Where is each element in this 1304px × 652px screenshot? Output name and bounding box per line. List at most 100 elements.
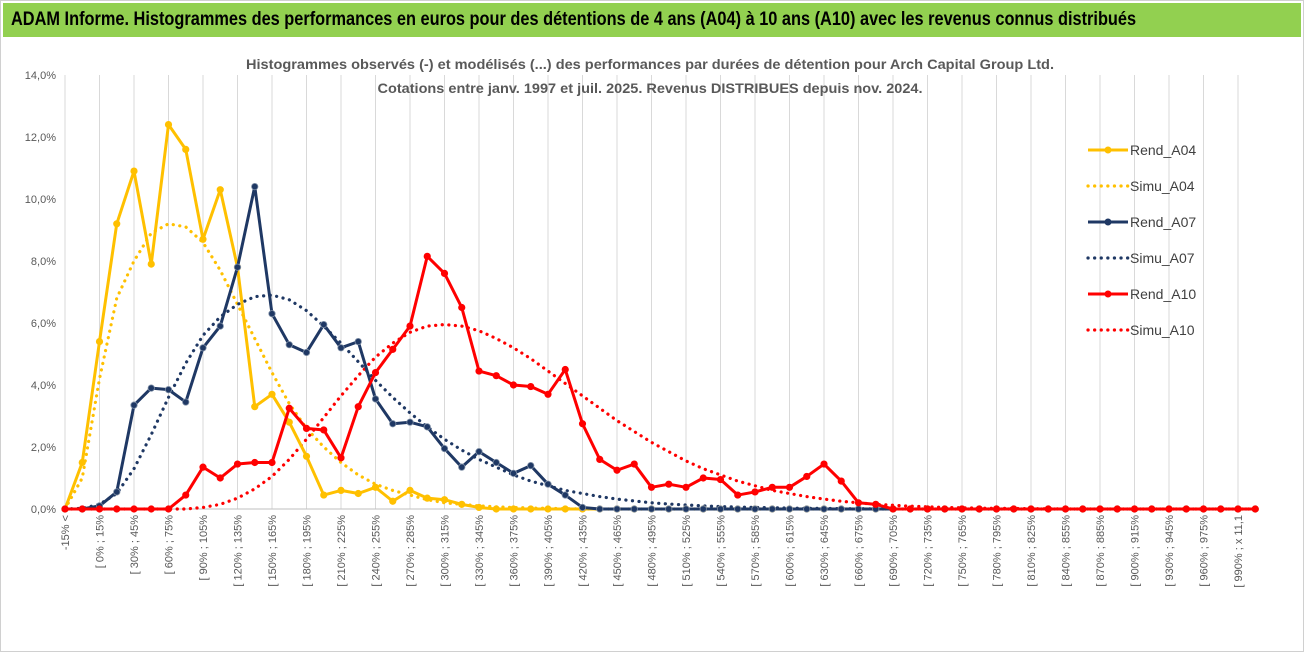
chart-title-line-2: Cotations entre janv. 1997 et juil. 2025… — [378, 80, 923, 96]
legend-item-simu-a07[interactable]: Simu_A07 — [1086, 250, 1195, 266]
data-point — [147, 384, 155, 392]
legend-item-rend-a10[interactable]: Rend_A10 — [1088, 286, 1196, 302]
data-point — [803, 505, 811, 513]
data-point — [1165, 505, 1173, 513]
series-line-rend-a07 — [65, 185, 1256, 511]
data-point — [699, 505, 707, 513]
series-simu-a07 — [63, 293, 1257, 511]
data-point — [337, 344, 345, 352]
data-point — [492, 505, 500, 513]
data-point — [1010, 505, 1018, 513]
data-point — [1182, 505, 1190, 513]
x-tick-label: [ 690% ; 705% — [888, 515, 900, 587]
x-tick-label: [ 570% ; 585% — [750, 515, 762, 587]
legend-item-rend-a04[interactable]: Rend_A04 — [1088, 142, 1196, 158]
data-point — [130, 505, 138, 513]
data-point — [268, 390, 276, 398]
x-tick-label: [ 660% ; 675% — [854, 515, 866, 587]
data-point — [216, 322, 224, 330]
data-point — [1096, 505, 1104, 513]
data-point — [233, 263, 242, 271]
data-point — [337, 486, 345, 494]
data-point — [1148, 505, 1156, 513]
x-axis-tick-labels: -15% < [ 0% ; 15% [ 30% ; 45% [ 60% ; 75% [ … — [60, 515, 1245, 588]
data-point — [768, 483, 776, 491]
x-tick-label: [ 600% ; 615% — [785, 515, 797, 587]
data-point — [734, 491, 742, 499]
x-tick-label: [ 240% ; 255% — [371, 515, 383, 587]
report-title: ADAM Informe. Histogrammes des performan… — [11, 9, 1137, 30]
series-rend-a04 — [61, 121, 1259, 513]
data-point — [544, 480, 552, 488]
y-tick-label: 8,0% — [31, 256, 56, 268]
data-point — [147, 260, 155, 268]
data-point — [147, 505, 155, 513]
data-point — [78, 458, 86, 467]
y-tick-label: 0,0% — [31, 504, 56, 516]
series-line-rend-a10 — [65, 254, 1256, 511]
data-point — [354, 403, 362, 411]
x-tick-label: [ 420% ; 435% — [578, 515, 590, 587]
data-point — [561, 505, 569, 513]
data-point — [1061, 505, 1070, 513]
data-point — [440, 496, 449, 504]
data-point — [527, 461, 535, 470]
data-point — [113, 220, 121, 228]
data-point — [61, 505, 69, 513]
data-point — [423, 252, 431, 260]
data-point — [337, 454, 345, 462]
data-point — [613, 466, 621, 474]
legend-item-rend-a07[interactable]: Rend_A07 — [1088, 214, 1196, 230]
x-tick-label: [ 510% ; 525% — [681, 515, 693, 587]
data-point — [1113, 505, 1121, 513]
legend-label: Rend_A04 — [1130, 142, 1196, 158]
data-point — [475, 503, 483, 512]
data-point — [251, 403, 259, 411]
data-point — [1217, 505, 1225, 513]
x-tick-label: [ 720% ; 735% — [923, 515, 935, 587]
data-point — [302, 348, 311, 357]
data-point — [734, 505, 742, 513]
data-point — [199, 235, 207, 243]
series-line-simu-a10 — [63, 322, 1257, 511]
data-point — [492, 372, 500, 380]
data-point — [509, 505, 518, 513]
data-point — [647, 505, 656, 513]
data-point — [371, 395, 380, 403]
data-point — [768, 505, 776, 513]
legend[interactable]: Rend_A04 Simu_A04 Rend_A07 Simu_A07 Rend_A10… — [1086, 142, 1196, 338]
data-point — [699, 474, 707, 482]
legend-marker — [1104, 218, 1112, 226]
data-point — [440, 444, 449, 453]
data-point — [199, 344, 207, 352]
x-tick-label: [ 180% ; 195% — [302, 515, 314, 587]
legend-label: Simu_A10 — [1130, 322, 1195, 338]
data-point — [406, 418, 414, 426]
x-tick-label: [ 990% ; x 11,1 — [1233, 515, 1245, 588]
data-point — [682, 483, 690, 491]
x-tick-label: [ 330% ; 345% — [474, 515, 486, 587]
data-point — [216, 186, 224, 194]
data-point — [820, 460, 828, 468]
data-point — [647, 483, 656, 491]
legend-item-simu-a10[interactable]: Simu_A10 — [1086, 322, 1195, 338]
series-simu-a04 — [63, 222, 1257, 511]
data-point — [596, 505, 604, 513]
legend-item-simu-a04[interactable]: Simu_A04 — [1086, 178, 1195, 194]
data-point — [389, 345, 397, 353]
data-point — [354, 337, 362, 346]
data-point — [992, 505, 1001, 513]
x-tick-label: [ 810% ; 825% — [1026, 515, 1038, 587]
data-point — [320, 426, 328, 434]
series-rend-a10 — [61, 252, 1259, 513]
data-point — [113, 505, 121, 513]
x-tick-label: [ 960% ; 975% — [1199, 515, 1211, 587]
x-tick-label: [ 750% ; 765% — [957, 515, 969, 587]
data-point — [820, 505, 828, 513]
y-tick-label: 2,0% — [31, 442, 56, 454]
x-tick-label: [ 870% ; 885% — [1095, 515, 1107, 587]
data-point — [130, 167, 138, 175]
y-axis-tick-labels: 0,0% 2,0% 4,0% 6,0% 8,0% 10,0% 12,0% 14,0% — [25, 70, 56, 516]
data-point — [785, 483, 794, 491]
